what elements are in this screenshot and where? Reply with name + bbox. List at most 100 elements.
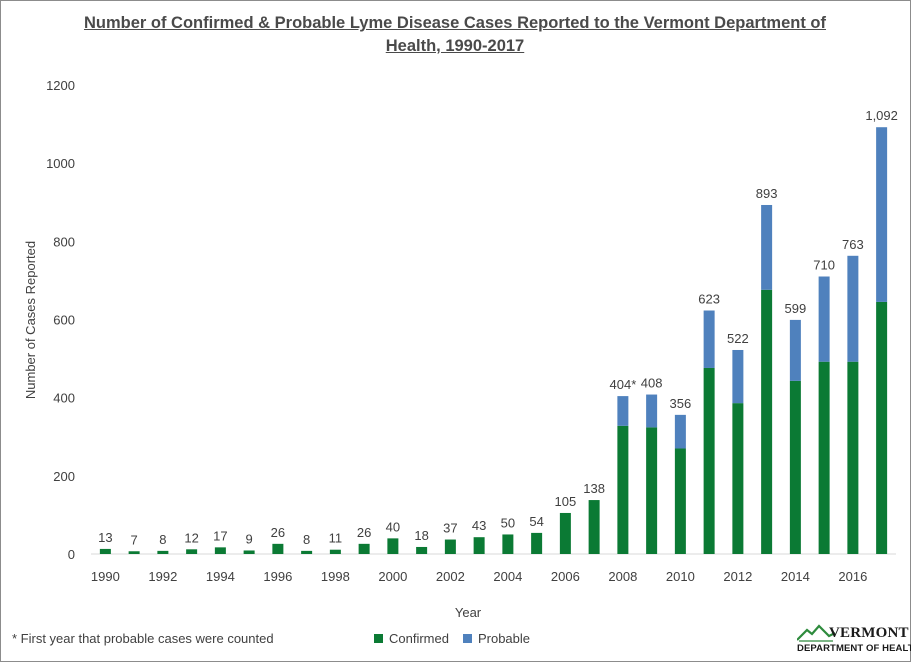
bar-probable-2011 — [703, 310, 715, 368]
bar-confirmed-2015 — [818, 361, 830, 554]
data-label-2009: 408 — [641, 376, 663, 391]
data-label-1993: 12 — [184, 530, 198, 545]
x-tick-label: 2014 — [781, 569, 810, 584]
x-tick-label: 2002 — [436, 569, 465, 584]
bar-confirmed-2001 — [416, 546, 428, 554]
data-label-2011: 623 — [698, 292, 720, 307]
data-label-1996: 26 — [271, 525, 285, 540]
bar-confirmed-2002 — [444, 539, 456, 554]
bar-confirmed-1998 — [329, 549, 341, 554]
x-tick-label: 2000 — [378, 569, 407, 584]
bar-confirmed-2003 — [473, 537, 485, 554]
chart-title-text: Number of Confirmed & Probable Lyme Dise… — [83, 14, 827, 55]
bar-confirmed-2006 — [559, 512, 571, 554]
y-tick-label: 800 — [53, 234, 75, 249]
x-tick-label: 1994 — [206, 569, 235, 584]
y-tick-label: 1200 — [46, 78, 75, 93]
x-tick-label: 2016 — [838, 569, 867, 584]
bar-confirmed-2011 — [703, 367, 715, 554]
data-label-2016: 763 — [842, 237, 864, 252]
data-label-1999: 26 — [357, 525, 371, 540]
bar-confirmed-1996 — [272, 543, 284, 554]
footnote: * First year that probable cases were co… — [12, 631, 274, 646]
data-label-2013: 893 — [756, 186, 778, 201]
data-label-2001: 18 — [414, 528, 428, 543]
bar-confirmed-2010 — [674, 448, 686, 554]
x-tick-label: 1996 — [263, 569, 292, 584]
bar-confirmed-1993 — [186, 549, 198, 554]
y-tick-label: 200 — [53, 469, 75, 484]
logo-department: DEPARTMENT OF HEALTH — [797, 643, 911, 654]
bar-confirmed-2005 — [531, 532, 543, 554]
y-tick-label: 400 — [53, 391, 75, 406]
x-tick-label: 2012 — [723, 569, 752, 584]
legend: Confirmed Probable — [374, 631, 530, 646]
data-label-2012: 522 — [727, 331, 749, 346]
data-label-2008: 404* — [610, 377, 637, 392]
data-label-1997: 8 — [303, 532, 310, 547]
data-label-2017: 1,092 — [865, 108, 898, 123]
x-tick-label: 1998 — [321, 569, 350, 584]
bar-confirmed-1990 — [99, 548, 111, 554]
legend-item-probable: Probable — [462, 631, 531, 646]
data-label-2010: 356 — [670, 396, 692, 411]
data-label-2005: 54 — [529, 514, 543, 529]
x-tick-label: 2004 — [493, 569, 522, 584]
bar-confirmed-1994 — [214, 547, 226, 554]
bar-confirmed-2014 — [789, 380, 801, 554]
data-label-1990: 13 — [98, 530, 112, 545]
bar-probable-2012 — [732, 349, 744, 404]
data-label-2004: 50 — [501, 515, 515, 530]
bar-probable-2013 — [761, 204, 773, 290]
bar-confirmed-1997 — [301, 550, 313, 554]
x-tick-label: 2010 — [666, 569, 695, 584]
data-label-2015: 710 — [813, 258, 835, 273]
data-label-2006: 105 — [555, 494, 577, 509]
x-tick-label: 1992 — [148, 569, 177, 584]
bar-confirmed-2009 — [646, 427, 658, 554]
legend-label-confirmed: Confirmed — [389, 631, 449, 646]
logo-name: VERMONT — [829, 625, 909, 641]
bar-confirmed-2000 — [387, 538, 399, 554]
vermont-health-logo: VERMONT DEPARTMENT OF HEALTH — [795, 622, 911, 658]
bar-confirmed-1995 — [243, 550, 255, 554]
bar-probable-2010 — [674, 414, 686, 449]
bar-probable-2008 — [617, 396, 629, 426]
x-tick-label: 1990 — [91, 569, 120, 584]
bar-confirmed-2007 — [588, 500, 600, 554]
bar-confirmed-2017 — [876, 301, 888, 554]
legend-swatch-confirmed — [374, 634, 383, 643]
x-tick-label: 2008 — [608, 569, 637, 584]
x-tick-label: 2006 — [551, 569, 580, 584]
bar-confirmed-2013 — [761, 289, 773, 554]
y-tick-label: 1000 — [46, 156, 75, 171]
bar-confirmed-2004 — [502, 534, 514, 554]
legend-item-confirmed: Confirmed — [374, 631, 449, 646]
bar-confirmed-1992 — [157, 550, 169, 554]
y-axis-label: Number of Cases Reported — [23, 241, 38, 399]
bar-probable-2014 — [789, 319, 801, 381]
data-label-1991: 7 — [131, 532, 138, 547]
data-label-1994: 17 — [213, 528, 227, 543]
data-label-2003: 43 — [472, 518, 486, 533]
data-label-2002: 37 — [443, 521, 457, 536]
data-label-2000: 40 — [386, 519, 400, 534]
bar-probable-2016 — [847, 255, 859, 362]
bar-probable-2017 — [876, 127, 888, 302]
bar-confirmed-2008 — [617, 425, 629, 554]
bar-confirmed-1999 — [358, 543, 370, 554]
bar-confirmed-2012 — [732, 403, 744, 554]
data-label-1995: 9 — [246, 531, 253, 546]
data-label-2007: 138 — [583, 481, 605, 496]
bar-probable-2015 — [818, 276, 830, 362]
legend-swatch-probable — [462, 634, 472, 643]
bar-probable-2009 — [646, 394, 658, 428]
data-label-2014: 599 — [785, 301, 807, 316]
legend-label-probable: Probable — [477, 631, 531, 646]
bar-confirmed-1991 — [128, 551, 140, 554]
chart-title: Number of Confirmed & Probable Lyme Dise… — [60, 12, 850, 58]
x-axis-label: Year — [455, 605, 482, 620]
data-label-1992: 8 — [159, 532, 166, 547]
y-tick-label: 600 — [53, 313, 75, 328]
